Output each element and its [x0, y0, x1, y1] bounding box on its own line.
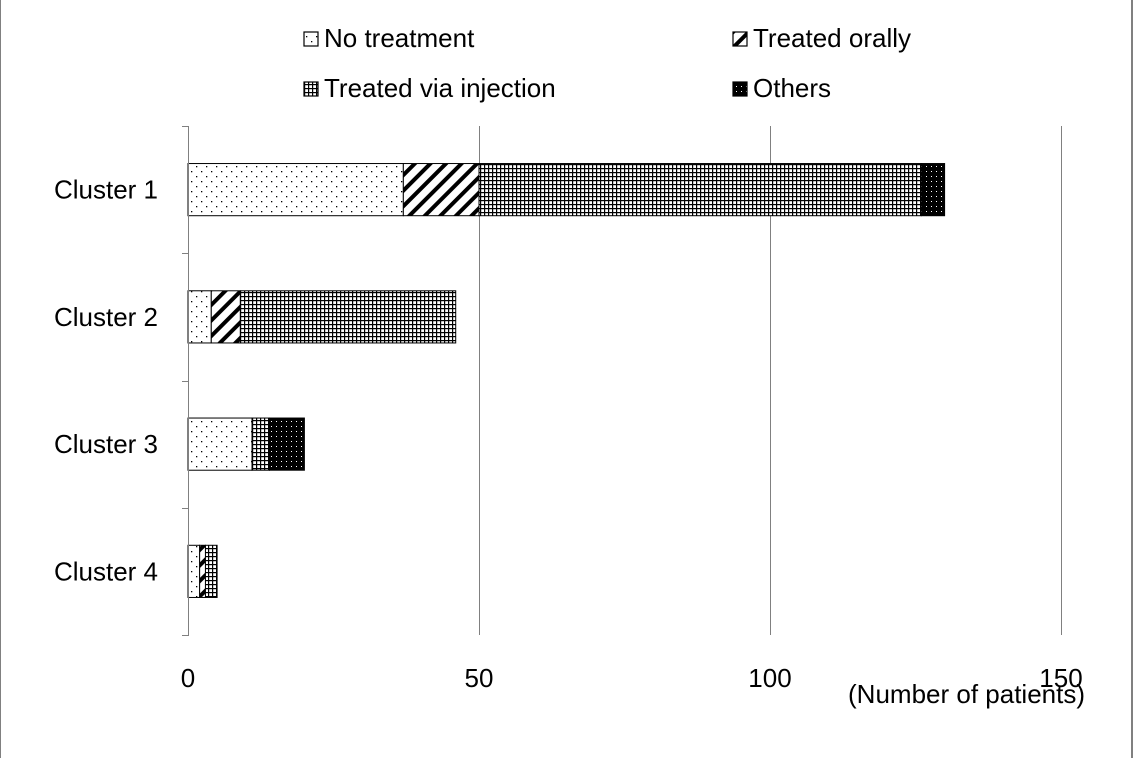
bar-cluster-3-others — [268, 417, 305, 471]
bar-cluster-1-no-treatment — [187, 163, 404, 217]
bar-cluster-2-no-treatment — [187, 290, 212, 344]
bar-cluster-1-treated-orally — [402, 163, 480, 217]
bars — [187, 163, 946, 598]
bar-cluster-1-treated-via-injection — [478, 163, 922, 217]
bar-cluster-4-treated-via-injection — [204, 544, 218, 598]
legend-label-treated-orally: Treated orally — [753, 23, 911, 53]
bar-cluster-3-no-treatment — [187, 417, 253, 471]
legend-swatch-treated-via-injection — [303, 81, 319, 97]
bar-cluster-2-treated-orally — [210, 290, 241, 344]
category-label-cluster-4: Cluster 4 — [54, 556, 158, 586]
category-label-cluster-1: Cluster 1 — [54, 175, 158, 205]
axes — [182, 126, 189, 636]
bar-cluster-4-no-treatment — [187, 544, 201, 598]
axis-labels: 0 50 100 150 Cluster 1 Cluster 2 Cluster 3 Clus… — [54, 175, 1083, 693]
legend-swatch-others — [732, 81, 748, 97]
legend-swatch-treated-orally — [732, 31, 748, 47]
legend-label-no-treatment: No treatment — [324, 23, 475, 53]
x-tick-label-50: 50 — [465, 663, 494, 693]
legend: No treatment Treated orally Treated via in… — [303, 23, 911, 103]
category-label-cluster-2: Cluster 2 — [54, 302, 158, 332]
bar-cluster-1-others — [920, 163, 946, 217]
x-tick-label-100: 100 — [748, 663, 791, 693]
bar-cluster-2-treated-via-injection — [239, 290, 457, 344]
category-label-cluster-3: Cluster 3 — [54, 429, 158, 459]
x-tick-label-150: 150 — [1039, 663, 1082, 693]
x-axis-title: (Number of patients) — [848, 679, 1085, 709]
bar-cluster-3-treated-via-injection — [251, 417, 270, 471]
legend-label-others: Others — [753, 73, 831, 103]
legend-swatch-no-treatment — [303, 31, 319, 47]
x-tick-label-0: 0 — [181, 663, 195, 693]
legend-label-treated-via-injection: Treated via injection — [324, 73, 556, 103]
bar-cluster-4-treated-orally — [199, 544, 206, 598]
